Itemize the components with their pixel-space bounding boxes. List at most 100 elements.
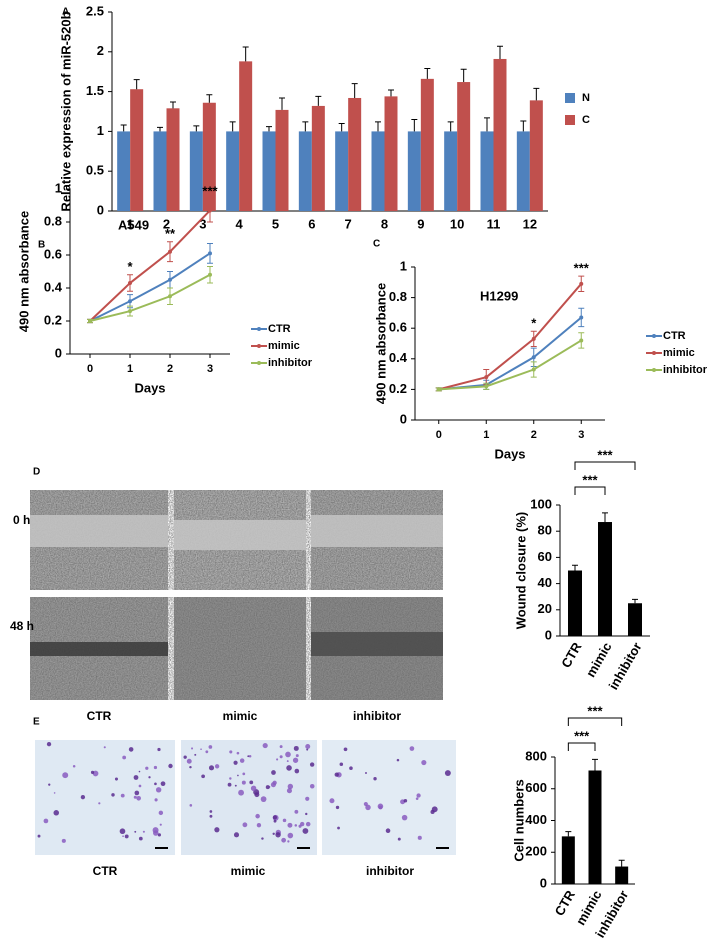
cell-dot xyxy=(229,750,233,754)
cell-dot xyxy=(247,755,250,758)
y-tick-label: 80 xyxy=(538,523,552,538)
cell-dot xyxy=(233,760,238,765)
cell-dot xyxy=(302,828,309,834)
cell-dot xyxy=(286,765,292,771)
panel-label: E xyxy=(33,717,40,728)
cell-dot xyxy=(294,809,299,814)
legend-label: CTR xyxy=(663,330,686,342)
cell-dot xyxy=(287,822,293,828)
bar xyxy=(166,108,180,211)
y-tick-label: 0 xyxy=(97,202,104,217)
cell-dot xyxy=(168,763,173,769)
significance-label: *** xyxy=(582,472,598,487)
legend-label: mimic xyxy=(268,340,300,352)
cell-dot xyxy=(396,758,400,762)
bar xyxy=(262,131,276,211)
cell-dot xyxy=(261,837,264,840)
x-tick-label: 10 xyxy=(450,216,464,231)
point xyxy=(484,384,489,389)
legend-label: C xyxy=(582,114,590,126)
series-line xyxy=(438,339,582,391)
cell-dot xyxy=(309,783,315,789)
error-bar xyxy=(618,859,625,867)
column-label: mimic xyxy=(223,709,258,723)
cell-dot xyxy=(145,766,149,770)
cell-dot xyxy=(305,812,308,816)
cell-dot xyxy=(134,790,140,796)
cell-dot xyxy=(309,762,315,767)
cell-dot xyxy=(186,758,192,764)
image xyxy=(322,740,456,855)
cell-dot xyxy=(305,744,311,749)
cell-dot xyxy=(385,828,391,833)
bar xyxy=(516,131,530,211)
point xyxy=(128,281,132,286)
y-tick-label: 0 xyxy=(545,627,552,642)
cell-dot xyxy=(298,824,302,828)
panel-label: C xyxy=(373,239,380,250)
panel-label: B xyxy=(38,240,45,251)
cell-dot xyxy=(281,837,287,843)
point xyxy=(531,355,536,360)
significance-bracket xyxy=(574,486,606,495)
x-tick-label: 3 xyxy=(578,429,584,441)
cell-dot xyxy=(234,784,237,787)
row-label: 0 h xyxy=(13,513,30,527)
x-axis-label: Days xyxy=(134,380,165,395)
cell-dot xyxy=(373,777,377,781)
error-bar xyxy=(424,68,431,79)
cell-dot xyxy=(136,795,141,801)
cell-dot xyxy=(153,765,158,770)
column-label: mimic xyxy=(231,864,266,878)
bar xyxy=(561,836,575,884)
error-bar xyxy=(229,121,236,132)
cell-dot xyxy=(154,782,157,786)
error-bar xyxy=(266,126,272,132)
wound-images: D 0 h 48 h CTR mimic inhibitor xyxy=(10,467,443,723)
error-bar xyxy=(170,101,176,109)
cell-dot xyxy=(365,804,371,811)
cell-dot xyxy=(120,793,125,798)
x-tick-label: 2 xyxy=(163,216,170,231)
legend-swatch xyxy=(565,115,575,125)
cell-dot xyxy=(272,832,275,835)
cell-dot xyxy=(417,835,422,840)
y-tick-label: 0.2 xyxy=(389,381,407,396)
cell-dot xyxy=(53,792,56,794)
significance-label: *** xyxy=(587,703,603,718)
cell-dot xyxy=(239,758,245,763)
cell-dot xyxy=(208,745,213,749)
cell-dot xyxy=(265,785,270,790)
cell-dot xyxy=(72,765,76,768)
error-bar xyxy=(120,124,127,132)
error-bar xyxy=(520,120,527,132)
cell-dot xyxy=(43,818,49,824)
column-label: inhibitor xyxy=(366,864,414,878)
error-bar xyxy=(592,758,598,771)
y-tick-label: 1 xyxy=(97,123,104,138)
bar xyxy=(239,61,253,211)
x-tick-label: 2 xyxy=(167,363,173,375)
bar xyxy=(444,131,458,211)
cell-dot xyxy=(46,742,52,747)
y-tick-label: 1.5 xyxy=(86,83,104,98)
point xyxy=(579,338,584,343)
legend-label: CTR xyxy=(268,323,291,335)
annotation: *** xyxy=(202,183,218,198)
legend-marker xyxy=(652,368,656,372)
error-bar xyxy=(351,83,358,98)
cell-dot xyxy=(92,770,99,777)
annotation: * xyxy=(127,259,133,274)
legend-label: mimic xyxy=(663,347,695,359)
legend-marker xyxy=(652,351,656,355)
legend-marker xyxy=(652,334,656,338)
bar xyxy=(480,131,494,211)
error-bar xyxy=(315,95,322,106)
legend-marker xyxy=(257,344,261,348)
significance-bracket xyxy=(567,742,596,751)
error-bar xyxy=(388,89,394,97)
error-bar xyxy=(447,121,454,132)
cell-dot xyxy=(205,750,209,754)
cell-dot xyxy=(122,755,127,760)
cell-dot xyxy=(241,780,246,785)
